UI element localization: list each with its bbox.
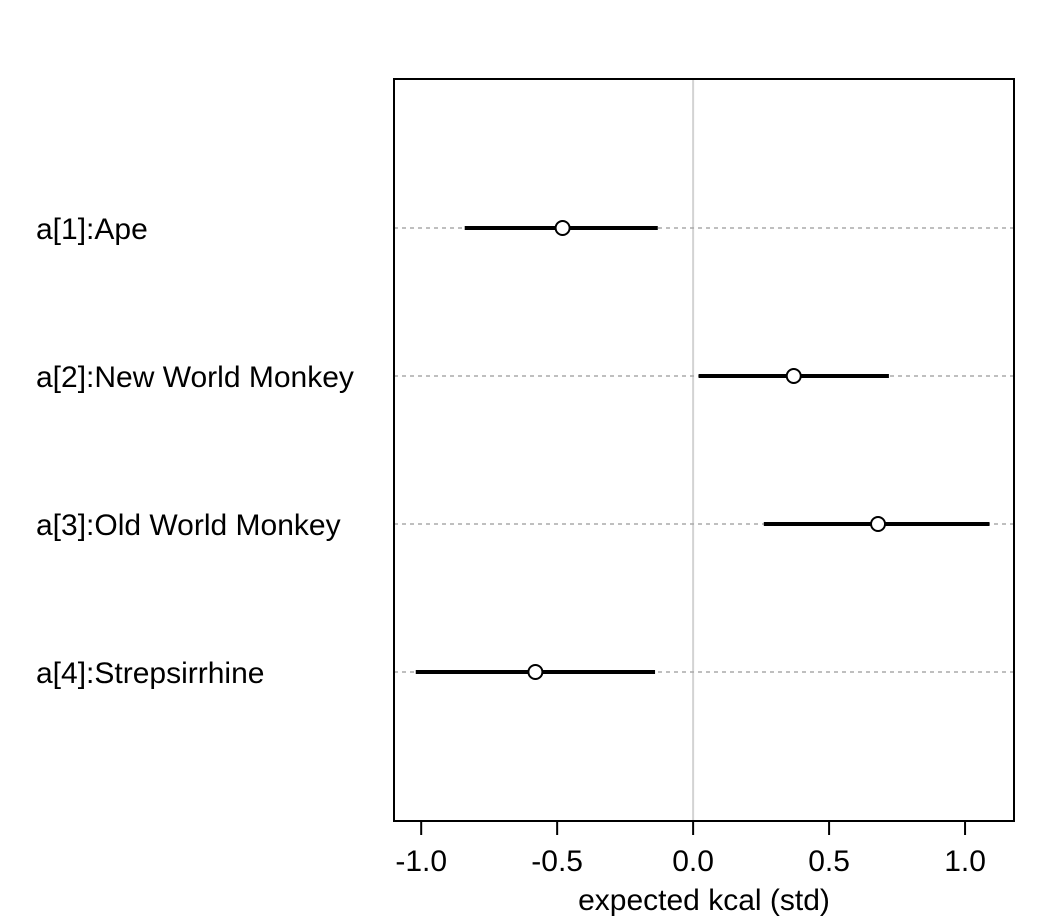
mean-point [785,368,802,384]
mean-point [527,664,544,680]
x-tick-label: -0.5 [531,845,583,878]
x-tick-label: 0.5 [808,845,850,878]
plot-frame [393,78,1015,822]
row-label: a[2]:New World Monkey [36,361,354,394]
x-tick-label: 0.0 [672,845,714,878]
row-label: a[1]:Ape [36,213,148,246]
mean-point [554,220,571,236]
mean-point [870,516,887,532]
x-axis-label: expected kcal (std) [578,884,830,917]
row-label: a[4]:Strepsirrhine [36,657,264,690]
x-tick-label: -1.0 [395,845,447,878]
x-tick-label: 1.0 [944,845,986,878]
row-label: a[3]:Old World Monkey [36,509,341,542]
